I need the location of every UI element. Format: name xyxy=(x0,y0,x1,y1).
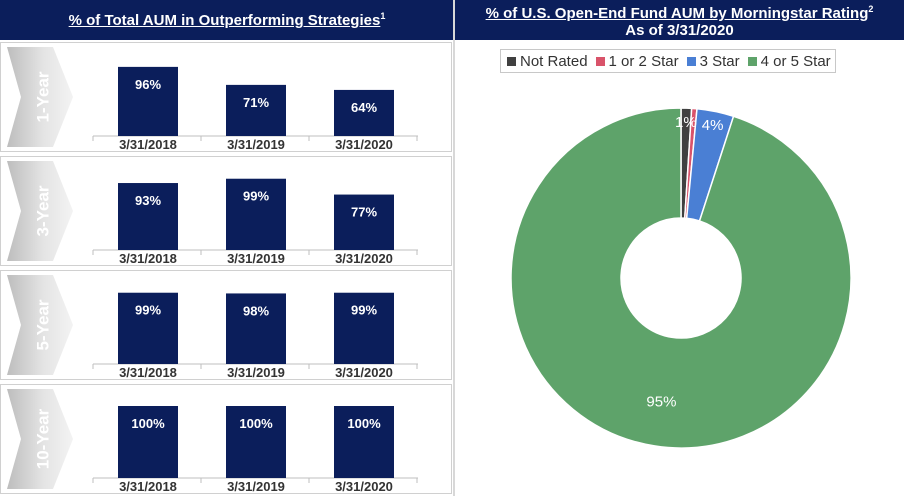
bar-3/31/2019 xyxy=(226,406,286,478)
donut-chart-area: Not Rated 1 or 2 Star 3 Star 4 or 5 Star 1%… xyxy=(455,40,904,496)
x-tick-label: 3/31/2019 xyxy=(227,479,285,494)
donut-legend: Not Rated 1 or 2 Star 3 Star 4 or 5 Star xyxy=(500,49,836,73)
bar-value-label: 93% xyxy=(135,193,161,208)
legend-label: Not Rated xyxy=(520,52,588,70)
period-panel-3-year: 3-Year 93% 3/31/2018 99% 3/31/2019 77% 3/31/20… xyxy=(0,156,452,266)
bar-3/31/2018 xyxy=(118,292,178,364)
bar-value-label: 99% xyxy=(243,189,269,204)
x-tick-label: 3/31/2020 xyxy=(335,137,393,152)
right-header-footnote: 2 xyxy=(868,4,874,14)
bar-3/31/2019 xyxy=(226,178,286,250)
legend-swatch xyxy=(507,56,516,66)
bar-3/31/2020 xyxy=(334,89,394,136)
slice-label: 4% xyxy=(702,117,724,134)
period-chevron: 3-Year xyxy=(7,161,75,261)
chevron-shape xyxy=(7,389,73,489)
bar-value-label: 100% xyxy=(131,416,165,431)
bar-value-label: 100% xyxy=(347,416,381,431)
x-tick-label: 3/31/2019 xyxy=(227,251,285,266)
slice-4-or-5-star xyxy=(510,107,852,449)
legend-swatch xyxy=(595,56,605,66)
bar-value-label: 64% xyxy=(351,100,377,115)
donut-chart: 1% 4% 95% xyxy=(510,107,852,449)
bar-value-label: 99% xyxy=(135,303,161,318)
bar-chart: 100% 3/31/2018 100% 3/31/2019 100% 3/31/2020 xyxy=(92,385,423,495)
period-label: 3-Year xyxy=(33,185,52,236)
chevron-shape xyxy=(7,161,73,261)
right-header-subtitle: As of 3/31/2020 xyxy=(625,22,734,39)
period-panel-5-year: 5-Year 99% 3/31/2018 98% 3/31/2019 99% 3/31/20… xyxy=(0,270,452,380)
bar-value-label: 96% xyxy=(135,77,161,92)
period-label: 5-Year xyxy=(33,299,52,350)
bar-chart: 93% 3/31/2018 99% 3/31/2019 77% 3/31/2020 xyxy=(92,157,423,267)
period-panel-10-year: 10-Year 100% 3/31/2018 100% 3/31/2019 100% 3/3… xyxy=(0,384,452,494)
period-chevron: 10-Year xyxy=(7,389,75,489)
bar-value-label: 71% xyxy=(243,95,269,110)
bar-3/31/2019 xyxy=(226,293,286,364)
period-chevron: 5-Year xyxy=(7,275,75,375)
left-panel-header: % of Total AUM in Outperforming Strategi… xyxy=(0,0,454,40)
bar-3/31/2019 xyxy=(226,84,286,136)
chevron-shape xyxy=(7,47,73,147)
period-panel-1-year: 1-Year 96% 3/31/2018 71% 3/31/2019 64% 3/31/20… xyxy=(0,42,452,152)
chevron-shape xyxy=(7,275,73,375)
legend-item: 1 or 2 Star xyxy=(595,52,679,70)
panel-divider xyxy=(453,0,455,496)
x-tick-label: 3/31/2018 xyxy=(119,479,177,494)
right-panel-header: % of U.S. Open-End Fund AUM by Morningst… xyxy=(455,0,904,40)
legend-swatch xyxy=(747,56,757,66)
legend-item: 4 or 5 Star xyxy=(747,52,831,70)
period-chevron: 1-Year xyxy=(7,47,75,147)
bar-value-label: 99% xyxy=(351,303,377,318)
bar-3/31/2020 xyxy=(334,406,394,478)
bar-3/31/2018 xyxy=(118,66,178,136)
period-label: 10-Year xyxy=(33,408,52,469)
bar-3/31/2020 xyxy=(334,194,394,250)
bar-value-label: 77% xyxy=(351,205,377,220)
x-tick-label: 3/31/2018 xyxy=(119,365,177,380)
bar-chart: 99% 3/31/2018 98% 3/31/2019 99% 3/31/2020 xyxy=(92,271,423,381)
right-header-title: % of U.S. Open-End Fund AUM by Morningst… xyxy=(485,5,869,22)
left-header-footnote: 1 xyxy=(380,11,386,21)
legend-item: 3 Star xyxy=(686,52,740,70)
x-tick-label: 3/31/2019 xyxy=(227,137,285,152)
legend-swatch xyxy=(686,56,696,66)
legend-label: 4 or 5 Star xyxy=(760,52,831,70)
bar-chart: 96% 3/31/2018 71% 3/31/2019 64% 3/31/2020 xyxy=(92,43,423,153)
bar-3/31/2018 xyxy=(118,406,178,478)
x-tick-label: 3/31/2018 xyxy=(119,137,177,152)
slice-label: 95% xyxy=(646,393,676,410)
bar-value-label: 100% xyxy=(239,416,273,431)
legend-item: Not Rated xyxy=(507,53,588,70)
x-tick-label: 3/31/2020 xyxy=(335,365,393,380)
period-label: 1-Year xyxy=(33,71,52,122)
x-tick-label: 3/31/2020 xyxy=(335,251,393,266)
x-tick-label: 3/31/2018 xyxy=(119,251,177,266)
x-tick-label: 3/31/2019 xyxy=(227,365,285,380)
bar-value-label: 98% xyxy=(243,303,269,318)
x-tick-label: 3/31/2020 xyxy=(335,479,393,494)
left-header-title: % of Total AUM in Outperforming Strategi… xyxy=(68,12,381,29)
slice-label: 1% xyxy=(675,114,697,131)
bar-3/31/2018 xyxy=(118,183,178,250)
legend-label: 3 Star xyxy=(699,52,740,70)
legend-label: 1 or 2 Star xyxy=(608,52,679,70)
bar-3/31/2020 xyxy=(334,292,394,364)
